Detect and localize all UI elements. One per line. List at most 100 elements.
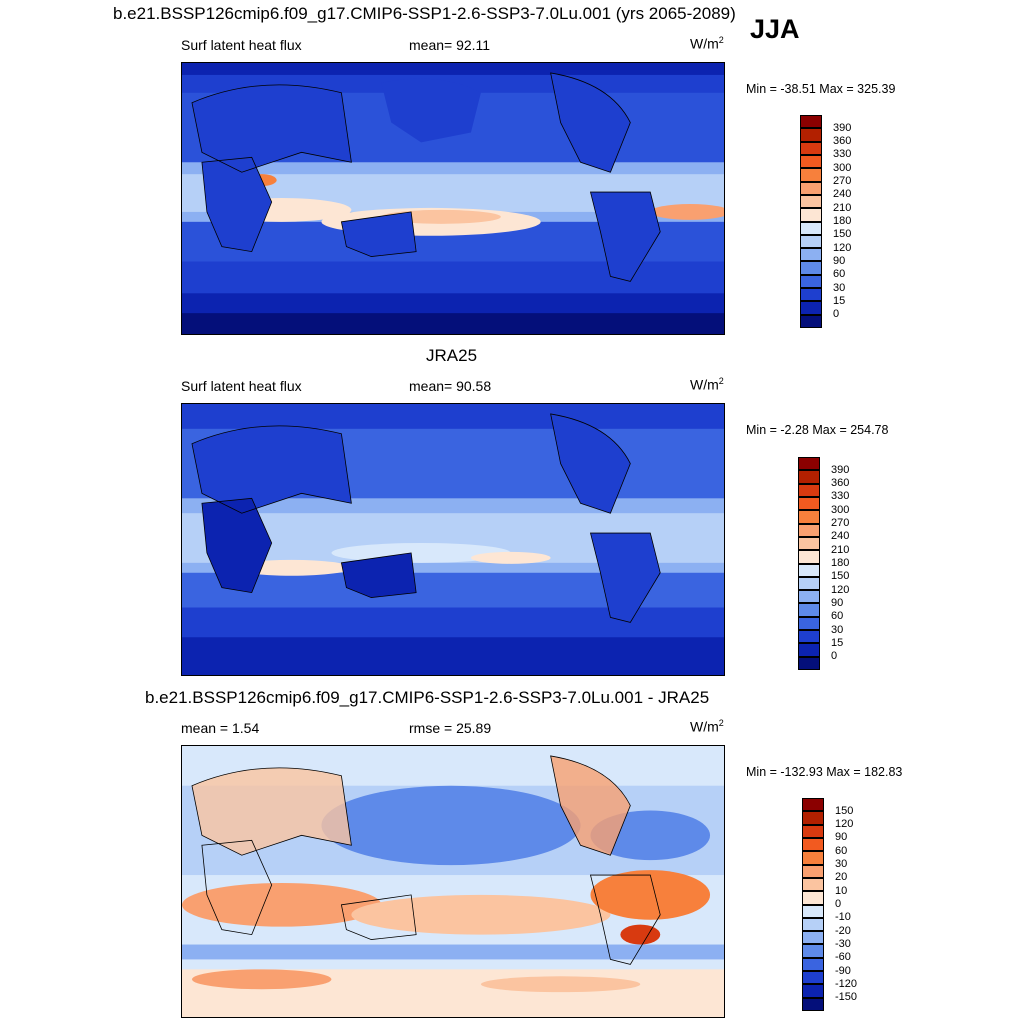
panel2-colorbar: 390 360 330 300 270 240 210 180 150 120 90 60 30 15 0 bbox=[798, 457, 878, 670]
colorbar-swatch bbox=[800, 221, 822, 235]
colorbar-swatch bbox=[802, 811, 824, 825]
colorbar-tick-label: 150 bbox=[833, 228, 852, 241]
colorbar-swatch bbox=[802, 917, 824, 932]
colorbar-swatch bbox=[802, 798, 824, 812]
colorbar-swatch bbox=[800, 274, 822, 289]
colorbar-tick-label: 210 bbox=[831, 543, 850, 556]
colorbar-swatch bbox=[800, 128, 822, 142]
colorbar-tick-label: 390 bbox=[831, 463, 850, 476]
colorbar-tick-label: 10 bbox=[835, 884, 848, 897]
colorbar-swatch bbox=[802, 984, 824, 998]
colorbar-tick-label: 60 bbox=[831, 610, 844, 623]
colorbar-tick-label: 30 bbox=[835, 858, 848, 871]
colorbar-tick-label: 120 bbox=[833, 241, 852, 254]
panel3-units: W/m2 bbox=[690, 718, 724, 735]
colorbar-swatch bbox=[798, 483, 820, 497]
panel2-map bbox=[181, 403, 725, 676]
panel3-rmse-label: rmse = 25.89 bbox=[409, 720, 492, 736]
colorbar-tick-label: -120 bbox=[835, 977, 858, 990]
colorbar-swatch bbox=[800, 154, 822, 169]
colorbar-tick-label: 270 bbox=[831, 517, 850, 530]
colorbar-tick-label: 150 bbox=[835, 804, 854, 817]
colorbar-swatch bbox=[798, 563, 820, 577]
colorbar-swatch bbox=[798, 643, 820, 657]
colorbar-swatch bbox=[800, 248, 822, 262]
colorbar-swatch bbox=[798, 510, 820, 524]
colorbar-tick-label: 60 bbox=[835, 844, 848, 857]
panel2-units: W/m2 bbox=[690, 376, 724, 393]
panel3-minmax: Min = -132.93 Max = 182.83 bbox=[746, 765, 903, 779]
colorbar-tick-label: 60 bbox=[833, 268, 846, 281]
colorbar-swatch bbox=[802, 851, 824, 865]
colorbar-swatch bbox=[798, 536, 820, 551]
panel3-title: b.e21.BSSP126cmip6.f09_g17.CMIP6-SSP1-2.… bbox=[145, 688, 710, 707]
colorbar-tick-label: -10 bbox=[835, 911, 851, 924]
colorbar-swatch bbox=[802, 891, 824, 905]
colorbar-tick-label: 330 bbox=[831, 490, 850, 503]
colorbar-swatch bbox=[798, 470, 820, 484]
colorbar-swatch bbox=[802, 904, 824, 918]
colorbar-swatch bbox=[800, 234, 822, 249]
colorbar-swatch bbox=[802, 864, 824, 878]
panel1-units: W/m2 bbox=[690, 35, 724, 52]
colorbar-tick-label: 210 bbox=[833, 201, 852, 214]
panel1-title: b.e21.BSSP126cmip6.f09_g17.CMIP6-SSP1-2.… bbox=[113, 4, 736, 23]
colorbar-swatch bbox=[802, 931, 824, 945]
colorbar-tick-label: 330 bbox=[833, 148, 852, 161]
colorbar-swatch bbox=[800, 301, 822, 315]
panel2-mean-label: mean= 90.58 bbox=[409, 378, 492, 394]
panel1-mean-label: mean= 92.11 bbox=[409, 37, 491, 53]
colorbar-swatch bbox=[798, 603, 820, 617]
colorbar-tick-label: -30 bbox=[835, 937, 851, 950]
colorbar-swatch bbox=[800, 314, 822, 328]
colorbar-swatch bbox=[800, 141, 822, 155]
colorbar-tick-label: -20 bbox=[835, 924, 851, 937]
colorbar-tick-label: 0 bbox=[833, 308, 840, 321]
colorbar-tick-label: 90 bbox=[835, 831, 848, 844]
colorbar-tick-label: -90 bbox=[835, 964, 851, 977]
colorbar-tick-label: 300 bbox=[833, 161, 852, 174]
colorbar-swatch bbox=[802, 971, 824, 985]
panel3-colorbar: 150 120 90 60 30 20 10 0 -10 -20 -30 -60 -90 -120 -150 bbox=[802, 798, 882, 1011]
colorbar-swatch bbox=[798, 630, 820, 644]
colorbar-tick-label: 390 bbox=[833, 121, 852, 134]
panel3-map bbox=[181, 745, 725, 1018]
colorbar-tick-label: 300 bbox=[831, 503, 850, 516]
panel3-mean-label: mean = 1.54 bbox=[181, 720, 260, 736]
panel1-variable-label: Surf latent heat flux bbox=[181, 37, 302, 53]
colorbar-tick-label: 30 bbox=[833, 281, 846, 294]
colorbar-swatch bbox=[802, 837, 824, 852]
panel2-title: JRA25 bbox=[426, 346, 478, 365]
colorbar-tick-label: 90 bbox=[831, 596, 844, 609]
colorbar-tick-label: 15 bbox=[833, 294, 846, 307]
colorbar-tick-label: 20 bbox=[835, 871, 848, 884]
colorbar-swatch bbox=[798, 576, 820, 591]
colorbar-tick-label: 150 bbox=[831, 570, 850, 583]
season-label: JJA bbox=[750, 14, 800, 44]
colorbar-swatch bbox=[800, 168, 822, 182]
colorbar-swatch bbox=[800, 288, 822, 302]
colorbar-tick-label: 180 bbox=[833, 215, 852, 227]
colorbar-tick-label: 360 bbox=[831, 477, 850, 490]
colorbar-swatch bbox=[798, 590, 820, 604]
panel1-map bbox=[181, 62, 725, 335]
colorbar-swatch bbox=[798, 550, 820, 564]
colorbar-tick-label: 360 bbox=[833, 135, 852, 148]
colorbar-swatch bbox=[798, 496, 820, 511]
colorbar-swatch bbox=[802, 997, 824, 1011]
colorbar-swatch bbox=[802, 824, 824, 838]
panel2-variable-label: Surf latent heat flux bbox=[181, 378, 302, 394]
colorbar-tick-label: 15 bbox=[831, 636, 844, 649]
colorbar-swatch bbox=[798, 523, 820, 537]
colorbar-swatch bbox=[802, 944, 824, 958]
colorbar-swatch bbox=[798, 616, 820, 631]
colorbar-swatch bbox=[800, 208, 822, 222]
panel1-colorbar: 390 360 330 300 270 240 210 180 150 120 90 60 30 15 0 bbox=[800, 115, 880, 328]
colorbar-tick-label: 120 bbox=[835, 818, 854, 831]
colorbar-swatch bbox=[800, 261, 822, 275]
colorbar-swatch bbox=[800, 115, 822, 129]
panel1-minmax: Min = -38.51 Max = 325.39 bbox=[746, 82, 896, 96]
colorbar-tick-label: 180 bbox=[831, 557, 850, 569]
colorbar-swatch bbox=[798, 656, 820, 670]
colorbar-swatch bbox=[802, 957, 824, 972]
